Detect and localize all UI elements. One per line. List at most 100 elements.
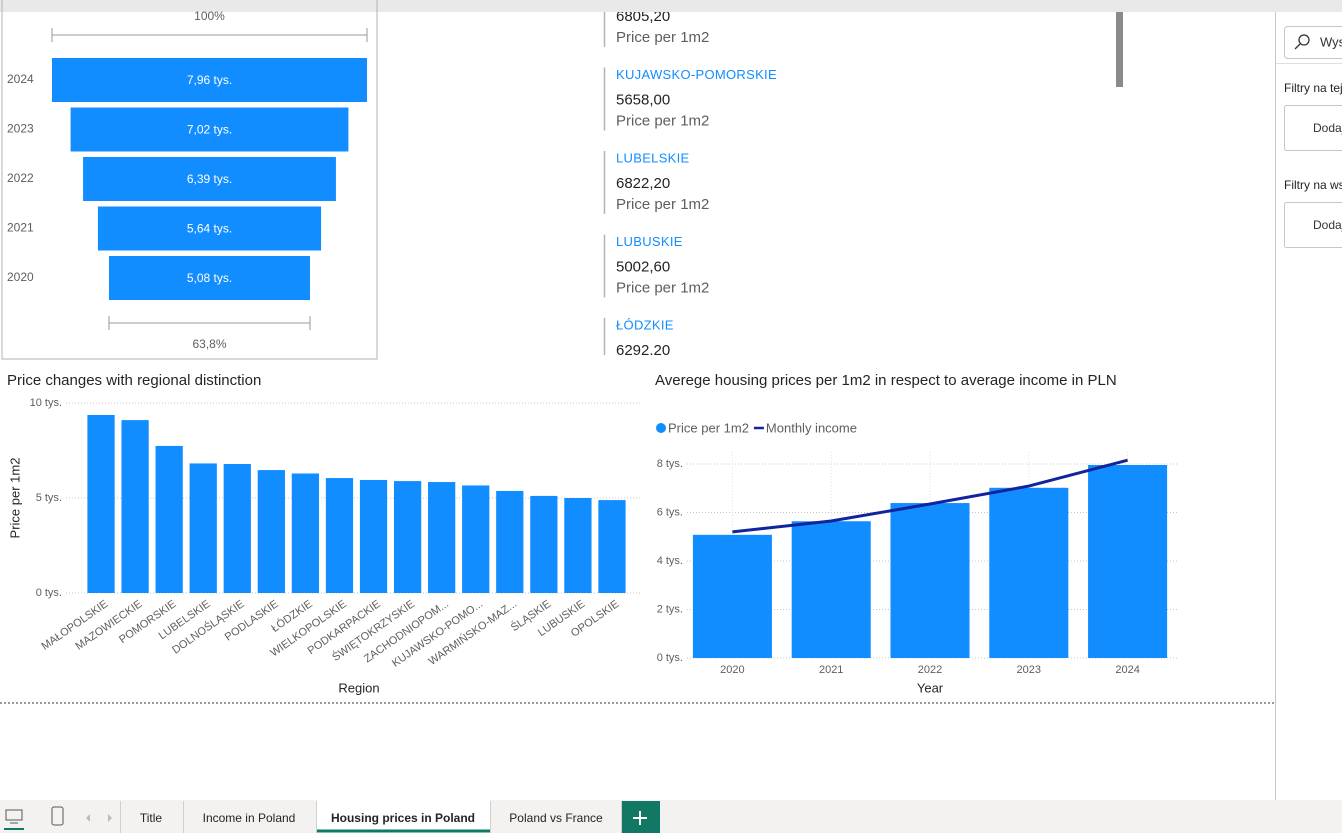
add-page-plus <box>633 811 647 825</box>
funnel-bracket <box>51 28 368 42</box>
chart-title: Averege housing prices per 1m2 in respec… <box>655 372 1117 389</box>
funnel-value-label: 7,96 tys. <box>187 73 232 87</box>
legend-label: Monthly income <box>766 420 857 435</box>
card-label: Price per 1m2 <box>616 29 709 46</box>
notification-bar <box>0 0 1342 12</box>
funnel-bar <box>83 157 336 201</box>
funnel-category: 2023 <box>7 122 34 136</box>
funnel-border <box>1 0 378 360</box>
bar <box>564 498 592 593</box>
mobile-view-icon[interactable] <box>51 806 64 826</box>
funnel-category: 2024 <box>7 72 34 86</box>
card-value: 6805,20 <box>616 8 670 25</box>
card-region: LUBUSKIE <box>616 234 683 249</box>
desktop-view-icon[interactable] <box>5 809 23 821</box>
bar <box>989 487 1069 658</box>
card-label: Price per 1m2 <box>616 112 709 129</box>
drop-zone[interactable] <box>1284 105 1342 151</box>
funnel-category: 2020 <box>7 270 34 284</box>
funnel-value-label: 6,39 tys. <box>187 172 232 186</box>
card-value: 6292,20 <box>616 342 670 359</box>
bar <box>359 479 388 593</box>
funnel-bar <box>97 206 322 251</box>
bar <box>692 534 772 658</box>
bar <box>393 481 422 593</box>
legend-marker <box>656 423 666 433</box>
card-region: KUJAWSKO-POMORSKIE <box>616 67 777 82</box>
page-tab[interactable]: Housing prices in Poland <box>331 811 475 825</box>
search-placeholder[interactable]: Wyszukaj <box>1320 34 1342 49</box>
funnel-value-label: 7,02 tys. <box>187 123 232 137</box>
bar <box>223 463 251 593</box>
y-tick-label: 10 tys. <box>30 397 62 409</box>
bar <box>87 414 115 593</box>
card-value: 6822,20 <box>616 175 670 192</box>
x-axis-label: Year <box>917 680 944 695</box>
bar <box>155 445 183 593</box>
tab-bar <box>0 800 1342 833</box>
x-tick-label: 2023 <box>1017 664 1041 676</box>
drop-zone-text: Dodaj pola danych tutaj <box>1313 218 1342 232</box>
card-region: ŁÓDZKIE <box>616 317 674 332</box>
funnel-bottom-label: 63,8% <box>192 337 226 351</box>
x-tick-label: 2021 <box>819 664 843 676</box>
prev-tab-arrow[interactable] <box>86 814 90 822</box>
filter-heading: Filtry na wszystkich stronach <box>1284 178 1342 192</box>
card-label: Price per 1m2 <box>616 279 709 296</box>
next-tab-arrow[interactable] <box>108 814 112 822</box>
y-tick-label: 5 tys. <box>36 492 62 504</box>
funnel-value-label: 5,08 tys. <box>187 271 232 285</box>
funnel-category: 2022 <box>7 171 34 185</box>
bar <box>1088 464 1168 658</box>
drop-zone-text: Dodaj pola danych tutaj <box>1313 121 1342 135</box>
search-icon-handle <box>1294 43 1301 50</box>
funnel-category: 2021 <box>7 221 34 235</box>
y-tick-label: 0 tys. <box>36 587 62 599</box>
bar <box>791 521 871 658</box>
funnel-value-label: 5,64 tys. <box>187 222 232 236</box>
y-tick-label: 6 tys. <box>657 506 683 518</box>
funnel-bar <box>52 58 367 102</box>
funnel-bar <box>108 256 311 300</box>
y-axis-label: Price per 1m2 <box>7 458 22 539</box>
line <box>732 458 1128 534</box>
x-tick-label: 2020 <box>720 664 744 676</box>
card-value: 5002,60 <box>616 258 670 275</box>
multi-row-card: 6805,20 Price per 1m2 KUJAWSKO-POMORSKIE 56… <box>603 8 777 359</box>
y-tick-label: 0 tys. <box>657 652 683 664</box>
legend-label: Price per 1m2 <box>668 420 749 435</box>
card-label: Price per 1m2 <box>616 196 709 213</box>
drop-zone[interactable] <box>1284 202 1342 248</box>
bar <box>496 490 524 593</box>
bar <box>121 420 149 593</box>
search-icon <box>1298 34 1310 46</box>
card-region: LUBELSKIE <box>616 150 690 165</box>
y-tick-label: 8 tys. <box>657 458 683 470</box>
filter-heading: Filtry na tej stronie <box>1284 81 1342 95</box>
funnel-bar <box>70 107 349 152</box>
bar <box>890 503 970 658</box>
chart-title: Price changes with regional distinction <box>7 372 262 389</box>
funnel-bracket <box>108 316 311 330</box>
scrollbar[interactable] <box>1116 12 1123 87</box>
y-tick-label: 4 tys. <box>657 555 683 567</box>
page-tab[interactable]: Title <box>140 811 163 825</box>
bar <box>325 478 354 593</box>
bar <box>598 500 626 593</box>
y-tick-label: 2 tys. <box>657 603 683 615</box>
x-tick-label: 2022 <box>918 664 942 676</box>
funnel-top-label: 100% <box>194 9 225 23</box>
bar <box>530 495 558 593</box>
active-tab <box>317 800 490 833</box>
bar <box>189 463 217 593</box>
bar <box>462 485 490 593</box>
search-box[interactable] <box>1284 26 1342 59</box>
x-axis-label: Region <box>338 680 379 695</box>
x-tick-label: 2024 <box>1115 664 1139 676</box>
page-tab[interactable]: Income in Poland <box>203 811 296 825</box>
bar <box>291 473 320 593</box>
bar <box>428 482 456 593</box>
page-tab[interactable]: Poland vs France <box>509 811 603 825</box>
